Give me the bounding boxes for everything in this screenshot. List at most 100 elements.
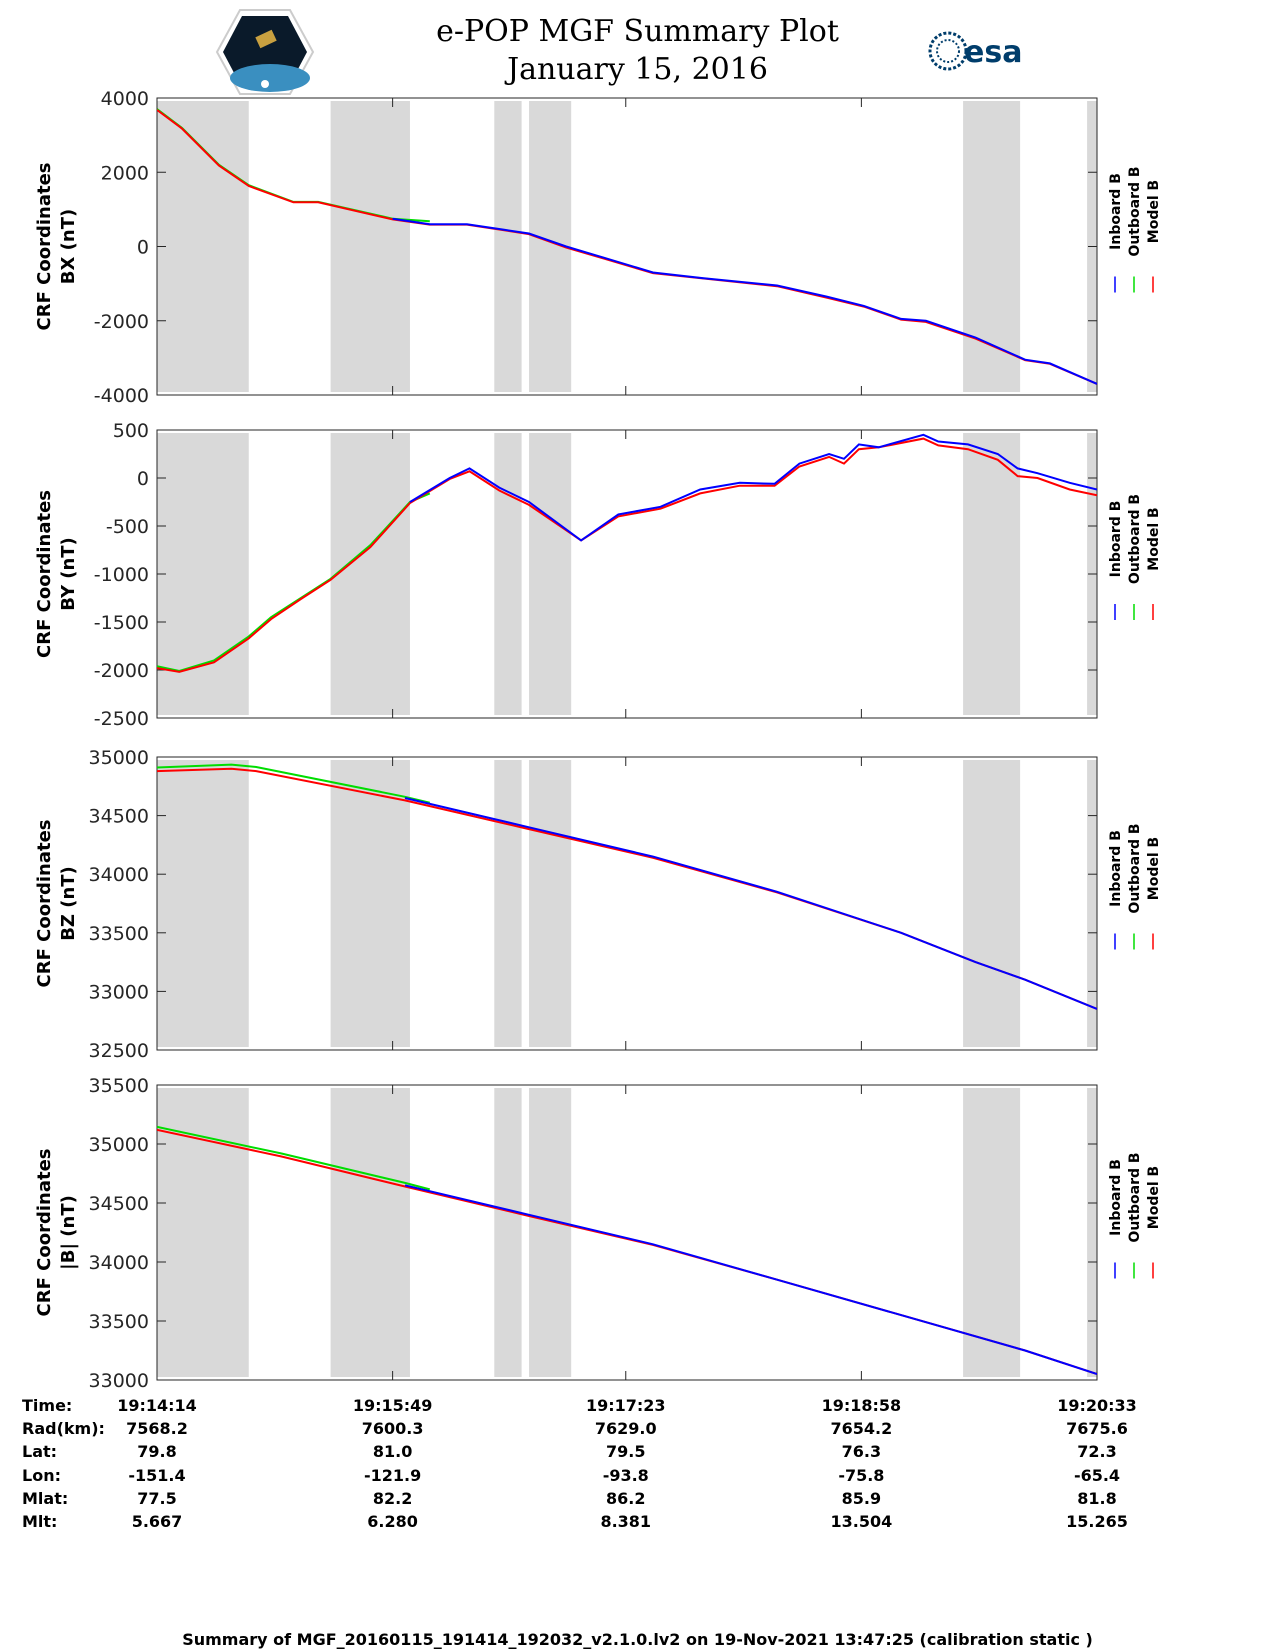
info-cell: -65.4 bbox=[1073, 1466, 1121, 1485]
y-axis-label: CRF Coordinates bbox=[34, 163, 55, 331]
y-tick-label: -4000 bbox=[94, 385, 149, 407]
info-cell: 81.0 bbox=[372, 1442, 413, 1461]
y-tick-label: -500 bbox=[106, 516, 149, 538]
y-tick-label: 500 bbox=[113, 420, 149, 442]
y-tick-label: 33000 bbox=[89, 981, 149, 1003]
info-cell: 79.5 bbox=[606, 1442, 646, 1461]
y-tick-label: 0 bbox=[137, 468, 149, 490]
y-tick-label: -1000 bbox=[94, 564, 149, 586]
panel-4: 35500 35000 34500 34000 33500 33000 CRF Coordi… bbox=[34, 1075, 1162, 1392]
data-gap-band bbox=[963, 433, 1021, 715]
series-inboard-b bbox=[392, 217, 1097, 385]
info-cell: 13.504 bbox=[830, 1512, 893, 1531]
data-gap-band bbox=[157, 760, 249, 1047]
y-tick-label: -2000 bbox=[94, 660, 149, 682]
info-cell: 7629.0 bbox=[594, 1419, 657, 1438]
y-tick-label: 34000 bbox=[89, 1252, 149, 1274]
y-tick-label: -2500 bbox=[94, 708, 149, 730]
info-cell: 7600.3 bbox=[361, 1419, 424, 1438]
info-cell: 85.9 bbox=[841, 1489, 882, 1508]
y-axis-label: BY (nT) bbox=[58, 537, 79, 611]
legend-label: Outboard B bbox=[1127, 166, 1143, 256]
series-model-b bbox=[157, 437, 1097, 673]
plot-title: e-POP MGF Summary Plot bbox=[436, 14, 839, 49]
y-tick-label: 33000 bbox=[89, 1370, 149, 1392]
data-gap-band bbox=[529, 433, 572, 715]
info-cell: 7568.2 bbox=[126, 1419, 188, 1438]
svg-text:esa: esa bbox=[964, 35, 1022, 70]
y-tick-label: 35500 bbox=[89, 1075, 149, 1097]
y-axis-label: BX (nT) bbox=[58, 209, 79, 284]
info-cell: 72.3 bbox=[1077, 1442, 1117, 1461]
footer-caption: Summary of MGF_20160115_191414_192032_v2… bbox=[182, 1630, 1093, 1649]
legend-label: Inboard B bbox=[1108, 830, 1124, 907]
data-gap-band bbox=[330, 433, 410, 715]
info-row-label: Lon: bbox=[22, 1466, 61, 1485]
info-cell: 79.8 bbox=[137, 1442, 177, 1461]
info-cell: -93.8 bbox=[602, 1466, 649, 1485]
y-axis-label: BZ (nT) bbox=[58, 866, 79, 941]
data-gap-band bbox=[330, 760, 410, 1047]
y-axis-label: CRF Coordinates bbox=[34, 1149, 55, 1317]
info-row-label: Rad(km): bbox=[22, 1419, 105, 1438]
info-cell: 76.3 bbox=[841, 1442, 882, 1461]
legend-label: Inboard B bbox=[1108, 173, 1124, 250]
info-cell: 81.8 bbox=[1077, 1489, 1117, 1508]
series-model-b bbox=[157, 109, 1097, 385]
series-model-b bbox=[157, 1128, 1097, 1376]
data-gap-band bbox=[157, 101, 249, 392]
series-inboard-b bbox=[404, 797, 1097, 1010]
y-tick-label: 34500 bbox=[89, 1193, 149, 1215]
info-cell: 5.667 bbox=[131, 1512, 183, 1531]
y-axis-label: CRF Coordinates bbox=[34, 490, 55, 658]
info-row-label: Mlat: bbox=[22, 1489, 69, 1508]
legend-label: Outboard B bbox=[1127, 1152, 1143, 1242]
data-gap-band bbox=[330, 101, 410, 392]
data-gap-band bbox=[529, 1088, 572, 1377]
y-tick-label: 0 bbox=[137, 237, 149, 259]
legend-label: Outboard B bbox=[1127, 823, 1143, 913]
info-cell: 7654.2 bbox=[830, 1419, 893, 1438]
info-cell: 19:20:33 bbox=[1057, 1396, 1137, 1415]
y-tick-label: -1500 bbox=[94, 612, 149, 634]
plot-date: January 15, 2016 bbox=[507, 52, 768, 87]
data-gap-band bbox=[1087, 1088, 1097, 1377]
data-gap-band bbox=[963, 101, 1021, 392]
data-gap-band bbox=[1087, 760, 1097, 1047]
data-gap-band bbox=[963, 1088, 1021, 1377]
legend-label: Model B bbox=[1146, 1166, 1162, 1229]
y-axis-label: |B| (nT) bbox=[58, 1195, 79, 1270]
y-tick-label: 34500 bbox=[89, 806, 149, 828]
info-cell: 19:18:58 bbox=[821, 1396, 902, 1415]
axes-box bbox=[156, 429, 1098, 719]
y-tick-label: 32500 bbox=[89, 1040, 149, 1062]
y-tick-label: 35000 bbox=[89, 1134, 149, 1156]
data-gap-band bbox=[157, 1088, 249, 1377]
y-tick-label: 4000 bbox=[101, 88, 149, 110]
info-cell: 19:14:14 bbox=[117, 1396, 197, 1415]
data-gap-band bbox=[494, 101, 522, 392]
series-model-b bbox=[157, 767, 1097, 1010]
info-row-label: Time: bbox=[22, 1396, 73, 1415]
esa-logo: esa bbox=[928, 31, 1022, 71]
y-tick-label: 2000 bbox=[101, 162, 149, 184]
data-gap-band bbox=[963, 760, 1021, 1047]
info-cell: -121.9 bbox=[363, 1466, 422, 1485]
y-tick-label: 33500 bbox=[89, 923, 149, 945]
axes-box bbox=[156, 1084, 1098, 1381]
legend-label: Model B bbox=[1146, 180, 1162, 243]
info-cell: 19:17:23 bbox=[585, 1396, 666, 1415]
info-cell: 82.2 bbox=[372, 1489, 413, 1508]
series-inboard-b bbox=[404, 1184, 1097, 1376]
data-gap-band bbox=[157, 433, 249, 715]
data-gap-band bbox=[529, 760, 572, 1047]
info-cell: -75.8 bbox=[838, 1466, 885, 1485]
info-cell: 15.265 bbox=[1066, 1512, 1128, 1531]
info-cell: 86.2 bbox=[606, 1489, 646, 1508]
data-gap-band bbox=[494, 760, 522, 1047]
y-tick-label: -2000 bbox=[94, 311, 149, 333]
info-cell: 6.280 bbox=[367, 1512, 418, 1531]
legend-label: Inboard B bbox=[1108, 1159, 1124, 1236]
